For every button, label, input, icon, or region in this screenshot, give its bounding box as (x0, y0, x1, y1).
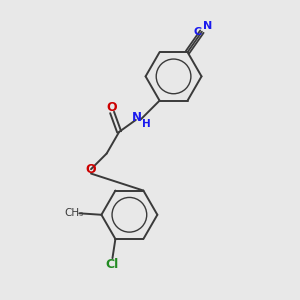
Text: C: C (194, 27, 202, 37)
Text: O: O (85, 163, 96, 176)
Text: N: N (132, 111, 142, 124)
Text: CH₃: CH₃ (64, 208, 84, 218)
Text: O: O (107, 101, 117, 114)
Text: H: H (142, 119, 151, 129)
Text: Cl: Cl (106, 257, 119, 271)
Text: N: N (203, 21, 212, 32)
